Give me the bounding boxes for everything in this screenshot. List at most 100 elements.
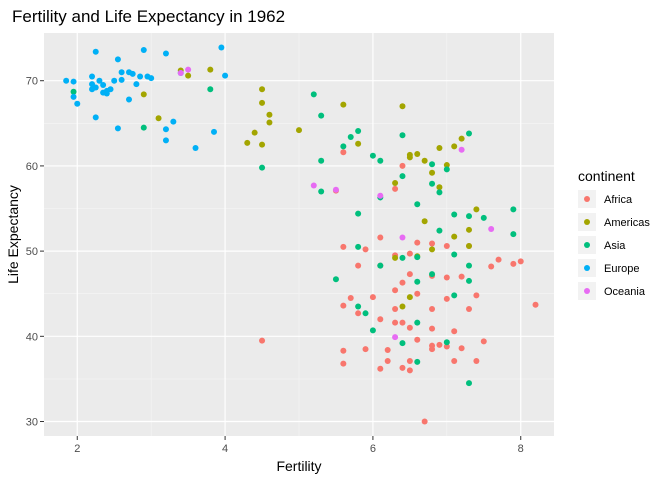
data-point-americas: [392, 179, 399, 186]
data-point-asia: [466, 262, 472, 269]
data-point-asia: [340, 143, 347, 150]
data-point-americas: [436, 184, 443, 191]
data-point-africa: [399, 162, 406, 169]
data-point-europe: [140, 47, 147, 54]
data-point-africa: [340, 243, 347, 250]
data-point-oceania: [392, 334, 399, 341]
data-point-americas: [244, 139, 251, 146]
data-point-africa: [347, 294, 354, 301]
data-point-africa: [443, 274, 450, 281]
legend-key-asia: [584, 242, 590, 248]
data-point-asia: [414, 254, 421, 261]
data-point-americas: [451, 143, 458, 150]
data-point-americas: [443, 162, 450, 169]
data-point-americas: [429, 246, 436, 253]
y-axis-title: Life Expectancy: [5, 185, 21, 284]
data-point-africa: [429, 240, 436, 247]
data-point-asia: [362, 310, 369, 317]
data-point-americas: [414, 150, 421, 157]
data-point-africa: [517, 258, 524, 265]
data-point-oceania: [488, 225, 495, 232]
data-point-europe: [74, 100, 81, 107]
data-point-oceania: [377, 192, 384, 199]
data-point-americas: [399, 303, 406, 310]
data-point-asia: [355, 303, 362, 310]
data-point-americas: [155, 115, 162, 122]
data-point-americas: [266, 119, 273, 126]
y-tick-label: 30: [26, 417, 38, 429]
data-point-africa: [392, 287, 399, 294]
data-point-europe: [118, 76, 125, 83]
legend-label-oceania: Oceania: [604, 286, 646, 298]
data-point-americas: [259, 99, 266, 106]
y-tick-label: 40: [26, 331, 38, 343]
data-point-asia: [318, 157, 325, 164]
data-point-americas: [421, 157, 428, 164]
legend: continent Africa Americas Asia Europe Oceania: [578, 168, 650, 300]
data-point-asia: [140, 124, 147, 131]
data-point-asia: [355, 210, 362, 217]
data-point-africa: [414, 290, 421, 297]
data-point-africa: [399, 319, 406, 326]
data-point-europe: [162, 137, 169, 144]
data-point-africa: [362, 346, 369, 353]
data-point-africa: [406, 250, 413, 257]
data-points: [63, 44, 539, 425]
data-point-oceania: [310, 182, 317, 189]
x-axis-title: Fertility: [276, 458, 321, 474]
data-point-americas: [429, 169, 436, 176]
data-point-europe: [107, 86, 114, 93]
y-tick-label: 60: [26, 161, 38, 173]
data-point-americas: [458, 135, 465, 142]
data-point-europe: [148, 75, 155, 82]
legend-key-americas: [584, 219, 590, 225]
data-point-africa: [406, 271, 413, 278]
data-point-asia: [207, 86, 214, 93]
data-point-asia: [355, 243, 362, 250]
chart-title: Fertility and Life Expectancy in 1962: [12, 7, 285, 26]
data-point-oceania: [399, 234, 406, 241]
legend-label-americas: Americas: [604, 217, 650, 229]
data-point-americas: [140, 91, 147, 98]
data-point-asia: [377, 262, 384, 269]
data-point-africa: [406, 324, 413, 331]
data-point-africa: [466, 306, 472, 313]
data-point-americas: [259, 141, 266, 148]
axes: 2 4 6 8 30 40 50 60 70: [26, 76, 524, 455]
data-point-europe: [162, 126, 169, 133]
legend-label-africa: Africa: [604, 194, 633, 206]
data-point-africa: [355, 310, 362, 317]
data-point-europe: [192, 145, 199, 152]
data-point-asia: [429, 161, 436, 168]
data-point-africa: [480, 338, 487, 345]
data-point-asia: [70, 88, 77, 95]
data-point-americas: [251, 129, 258, 136]
x-tick-label: 4: [222, 443, 228, 455]
data-point-asia: [451, 251, 458, 258]
data-point-europe: [70, 78, 77, 85]
data-point-africa: [259, 337, 266, 344]
legend-key-europe: [584, 265, 590, 271]
data-point-asia: [355, 127, 362, 134]
gridlines: [44, 33, 554, 436]
data-point-africa: [340, 302, 347, 309]
data-point-africa: [340, 347, 347, 354]
data-point-asia: [318, 188, 325, 195]
data-point-americas: [466, 226, 472, 233]
data-point-europe: [222, 72, 229, 79]
data-point-africa: [429, 346, 436, 353]
data-point-africa: [384, 358, 391, 365]
data-point-asia: [399, 340, 406, 347]
data-point-europe: [103, 90, 110, 97]
data-point-europe: [70, 93, 77, 100]
data-point-europe: [118, 69, 125, 76]
data-point-africa: [392, 306, 399, 313]
data-point-europe: [114, 125, 121, 132]
data-point-africa: [414, 336, 421, 343]
data-point-americas: [473, 206, 480, 213]
data-point-americas: [392, 254, 399, 261]
data-point-africa: [488, 263, 495, 270]
data-point-oceania: [177, 70, 184, 77]
data-point-asia: [436, 189, 443, 196]
